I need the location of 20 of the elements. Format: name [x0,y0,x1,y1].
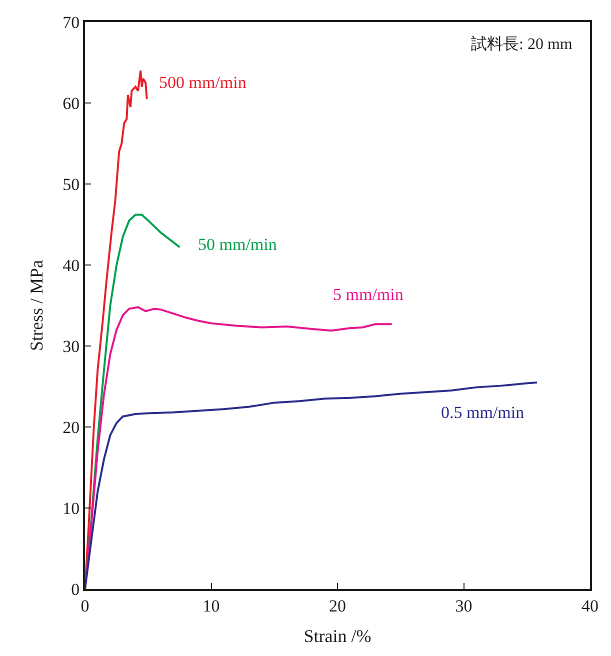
x-tick-label: 10 [202,596,220,616]
y-tick-label: 40 [62,256,80,275]
x-tick-label: 40 [582,596,598,616]
series-label: 0.5 mm/min [441,403,525,422]
y-tick-label: 20 [62,418,80,437]
series-label: 500 mm/min [159,73,247,92]
y-tick-label: 0 [71,580,80,599]
y-tick-label: 60 [62,94,80,113]
y-tick-label: 30 [62,336,80,356]
y-tick-label: 10 [62,498,80,518]
series-label: 5 mm/min [333,285,404,304]
y-tick-label: 70 [62,12,80,32]
x-axis-title: Strain /% [304,626,372,646]
y-axis-title: Stress / MPa [26,260,46,352]
annotation: 試料長: 20 mm [471,35,573,53]
x-tick-label: 30 [455,596,472,616]
y-tick-label: 50 [62,174,80,194]
x-tick-label: 20 [329,596,346,616]
series-label: 50 mm/min [198,235,278,254]
line-series [85,381,538,589]
